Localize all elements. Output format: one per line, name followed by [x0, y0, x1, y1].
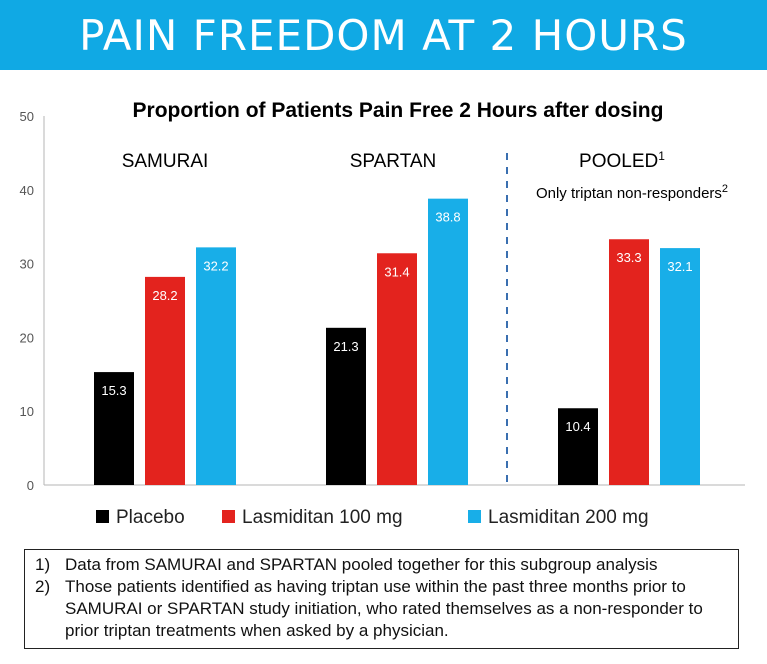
chart-title: Proportion of Patients Pain Free 2 Hours… — [133, 99, 664, 122]
y-tick-label: 30 — [20, 257, 34, 272]
legend-label: Lasmiditan 200 mg — [488, 507, 649, 528]
bar — [196, 247, 236, 485]
legend-label: Lasmiditan 100 mg — [242, 507, 403, 528]
data-label: 32.2 — [203, 258, 228, 273]
y-tick-label: 10 — [20, 404, 34, 419]
bar — [94, 372, 134, 485]
data-label: 32.1 — [667, 259, 692, 274]
bar — [428, 198, 468, 485]
legend-label: Placebo — [116, 507, 185, 528]
bar — [558, 408, 598, 485]
data-label: 38.8 — [435, 210, 460, 225]
group-sublabel: Only triptan non-responders2 — [536, 183, 728, 202]
bar-chart: Proportion of Patients Pain Free 2 Hours… — [20, 99, 745, 528]
data-label: 28.2 — [152, 288, 177, 303]
data-label: 33.3 — [616, 250, 641, 265]
footnote-number: 1) — [35, 555, 51, 574]
footnote-text: Those patients identified as having trip… — [65, 577, 703, 640]
y-tick-label: 50 — [20, 109, 34, 124]
group-label: SAMURAI — [122, 151, 209, 172]
bar — [377, 253, 417, 485]
footnote-2: 2) Those patients identified as having t… — [35, 576, 728, 642]
legend-swatch — [468, 510, 481, 523]
footnote-text: Data from SAMURAI and SPARTAN pooled tog… — [65, 555, 658, 574]
footnote-number: 2) — [35, 577, 51, 596]
footnote-1: 1) Data from SAMURAI and SPARTAN pooled … — [35, 554, 728, 576]
y-tick-label: 0 — [27, 478, 34, 493]
data-label: 10.4 — [565, 419, 590, 434]
y-tick-label: 40 — [20, 183, 34, 198]
legend-swatch — [222, 510, 235, 523]
title-banner: PAIN FREEDOM AT 2 HOURS — [0, 0, 767, 70]
bar — [326, 327, 366, 485]
data-label: 21.3 — [333, 339, 358, 354]
y-tick-label: 20 — [20, 330, 34, 345]
legend-swatch — [96, 510, 109, 523]
bar — [145, 276, 185, 485]
group-label: SPARTAN — [350, 151, 437, 172]
page-title: PAIN FREEDOM AT 2 HOURS — [79, 10, 688, 60]
bar — [609, 239, 649, 485]
data-label: 31.4 — [384, 264, 409, 279]
group-label: POOLED1 — [579, 149, 665, 172]
footnotes-box: 1) Data from SAMURAI and SPARTAN pooled … — [24, 549, 739, 649]
data-label: 15.3 — [101, 383, 126, 398]
bar — [660, 248, 700, 485]
